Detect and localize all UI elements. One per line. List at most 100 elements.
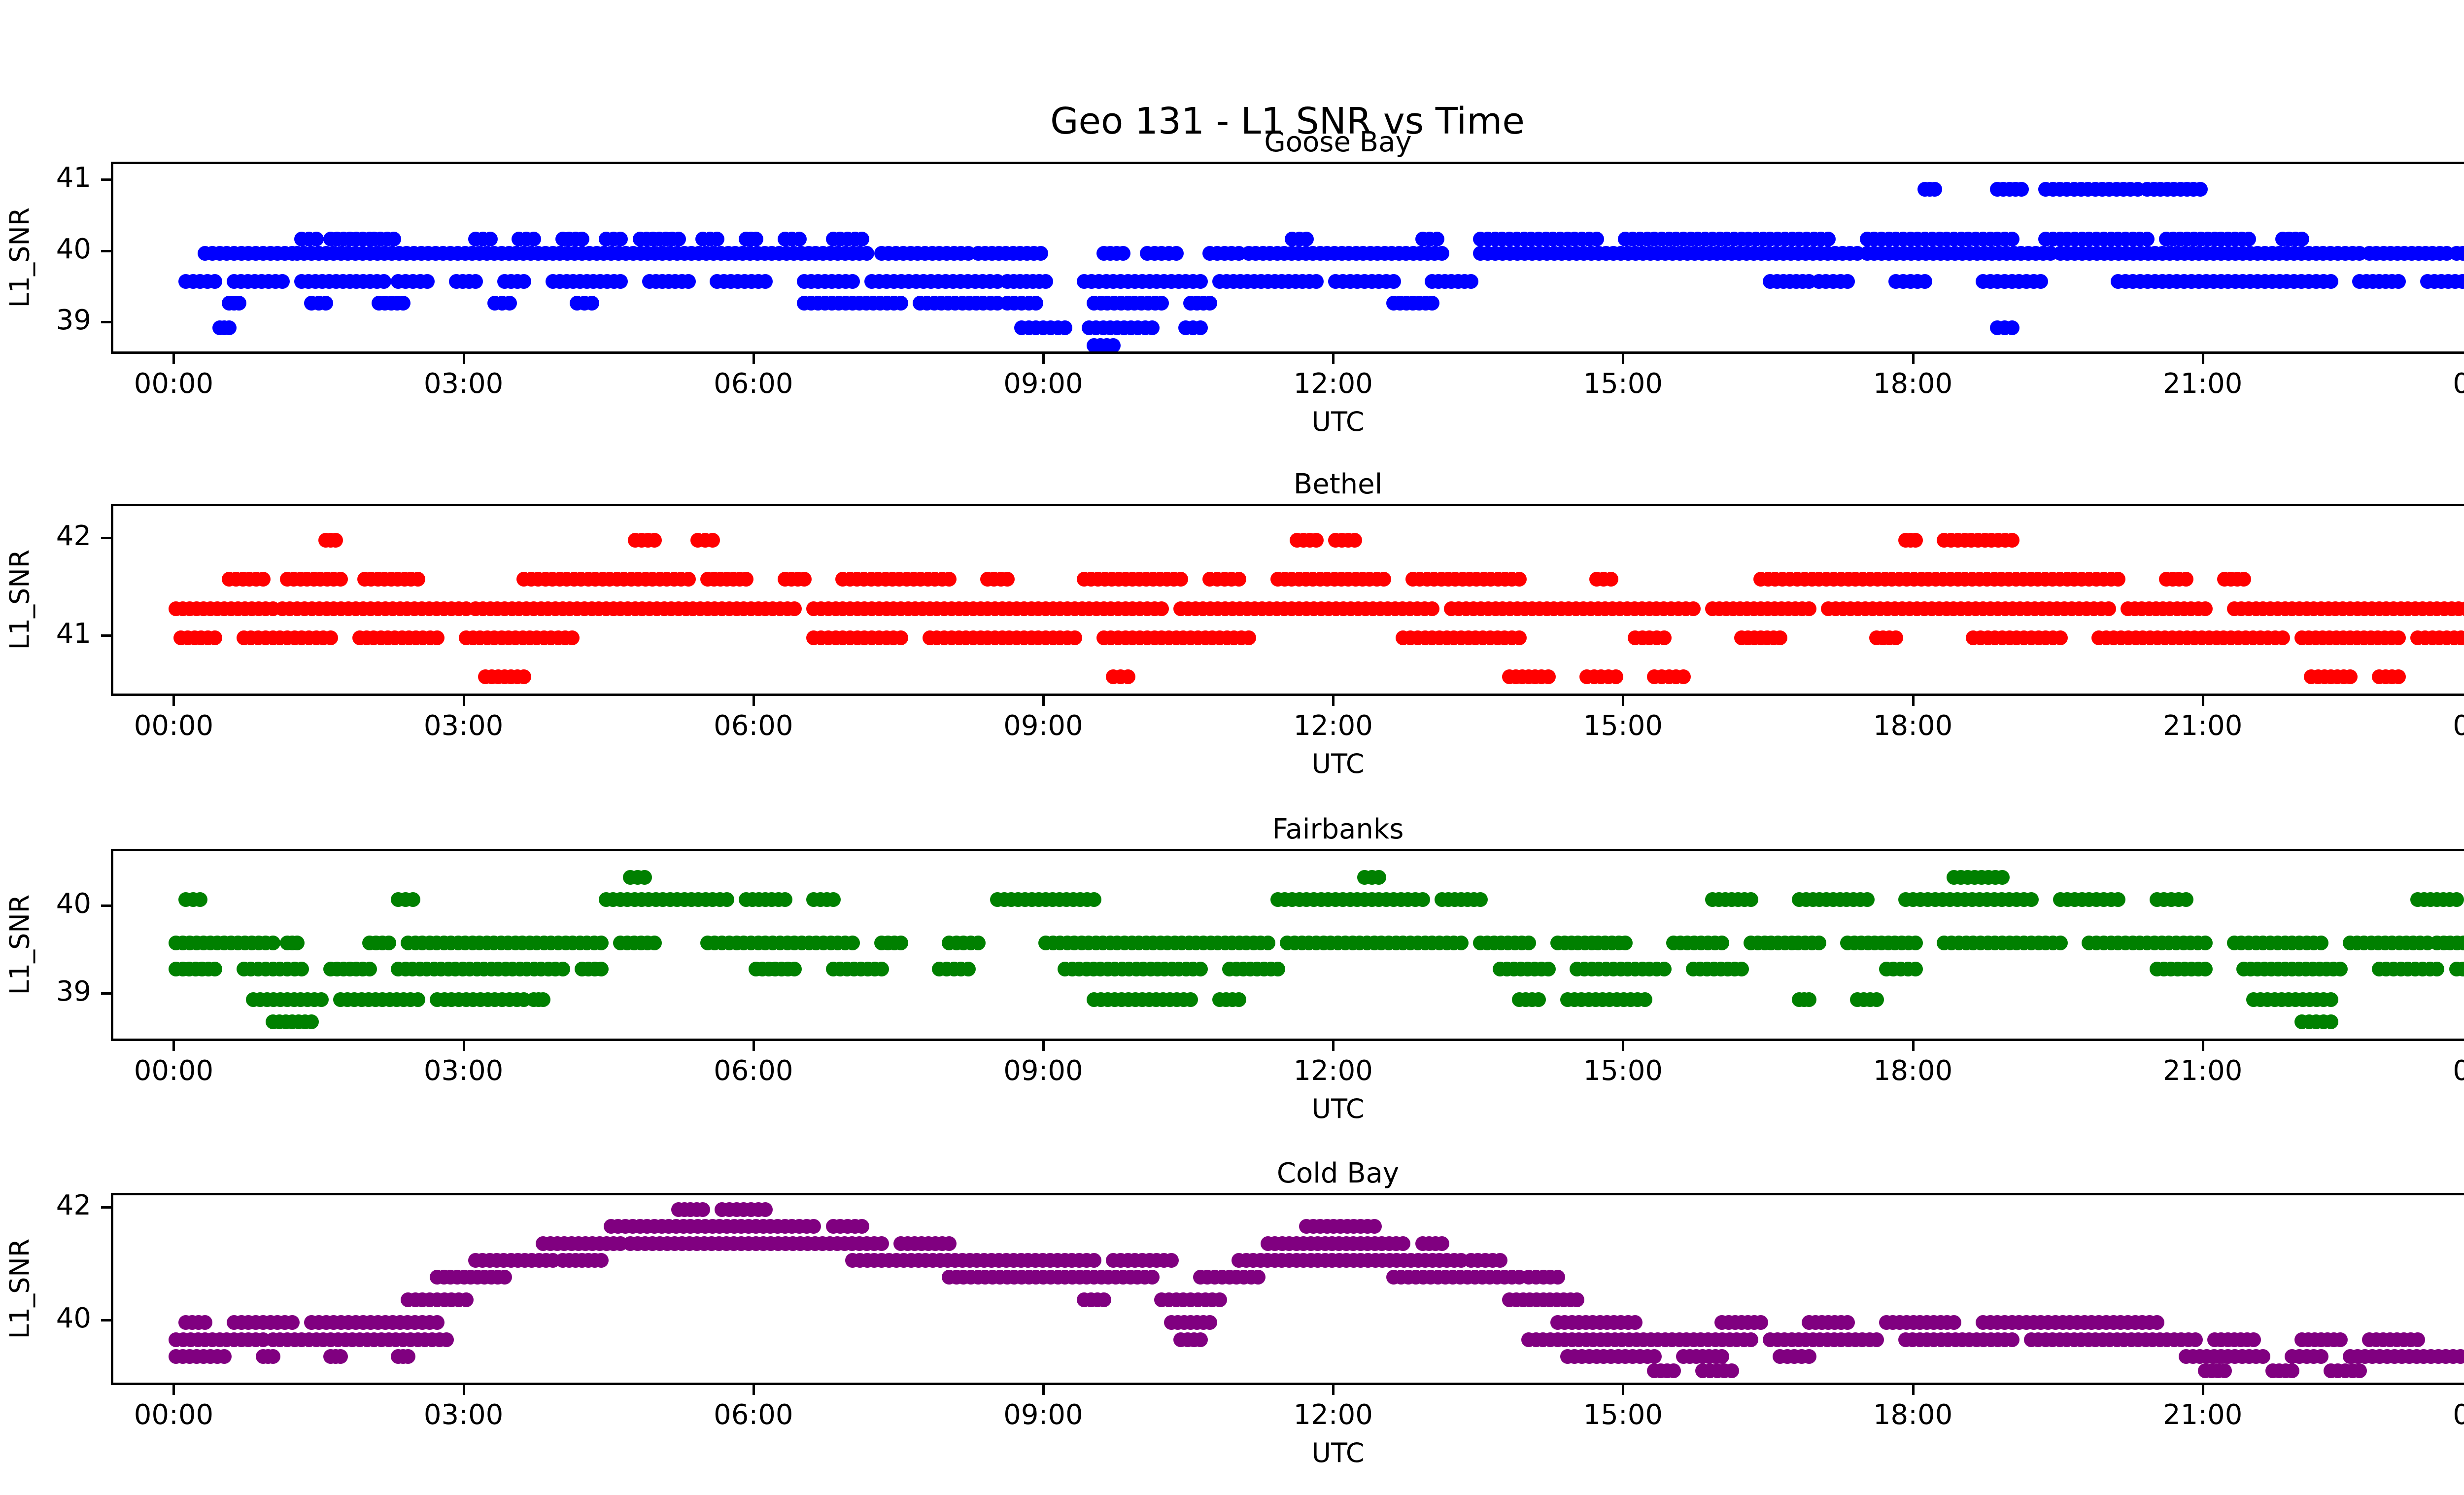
data-point (2149, 1315, 2164, 1330)
data-point (2323, 992, 2338, 1008)
data-point (806, 1219, 821, 1234)
data-point (289, 936, 305, 951)
data-point (1656, 962, 1672, 977)
data-point (2188, 1332, 2203, 1347)
data-point (1550, 1270, 1566, 1285)
data-point (2053, 630, 2068, 646)
data-point (1067, 630, 1082, 646)
data-point (705, 533, 720, 548)
data-point (893, 936, 908, 951)
data-point (584, 295, 599, 311)
data-point (1714, 936, 1730, 951)
data-point (2333, 962, 2348, 977)
plot-area[interactable] (111, 504, 2464, 696)
data-point (1463, 274, 1478, 289)
data-point (458, 1292, 474, 1308)
data-point (1058, 320, 1073, 336)
plot-area[interactable] (111, 849, 2464, 1041)
data-point (1603, 572, 1618, 587)
x-tick-label: 06:00 (714, 1399, 793, 1431)
data-point (526, 231, 541, 246)
data-point (294, 962, 309, 977)
data-point (1173, 572, 1189, 587)
data-point (333, 572, 348, 587)
data-point (2178, 572, 2193, 587)
data-point (1473, 892, 1488, 907)
data-point (2197, 936, 2213, 951)
data-point (2004, 320, 2019, 336)
y-tick-mark (101, 537, 111, 540)
data-point (1232, 992, 1247, 1008)
plot-area[interactable] (111, 162, 2464, 354)
data-point (1425, 601, 1440, 616)
data-point (1193, 1332, 1208, 1347)
x-tick-label: 15:00 (1583, 1399, 1663, 1431)
data-point (405, 892, 420, 907)
data-point (961, 962, 976, 977)
data-point (1202, 295, 1218, 311)
data-point (1947, 1315, 1961, 1330)
data-point (318, 295, 334, 311)
data-point (1637, 992, 1652, 1008)
x-tick-label: 09:00 (1003, 1055, 1083, 1087)
x-tick-mark (752, 696, 755, 706)
data-point (1811, 936, 1826, 951)
data-point (758, 274, 773, 289)
x-tick-label: 18:00 (1873, 1399, 1953, 1431)
data-point (594, 936, 609, 951)
data-point (845, 936, 860, 951)
x-tick-label: 09:00 (1003, 710, 1083, 742)
data-point (681, 274, 696, 289)
data-point (2033, 274, 2049, 289)
data-point (1251, 1270, 1266, 1285)
data-point (313, 992, 329, 1008)
data-point (2192, 181, 2208, 197)
data-point (845, 274, 860, 289)
data-point (1492, 1252, 1507, 1268)
x-tick-mark (1622, 1385, 1625, 1395)
y-tick-label: 40 (56, 888, 91, 920)
x-tick-label: 03:00 (423, 710, 504, 742)
y-tick-label: 41 (56, 618, 91, 650)
data-point (516, 274, 532, 289)
data-point (328, 533, 343, 548)
x-tick-label: 12:00 (1293, 710, 1373, 742)
y-tick-label: 40 (56, 1302, 91, 1335)
data-point (2004, 1332, 2019, 1347)
data-point (275, 274, 290, 289)
data-point (429, 1315, 445, 1330)
data-point (420, 274, 435, 289)
data-point (2323, 274, 2338, 289)
y-tick-mark (101, 1319, 111, 1322)
data-point (308, 231, 324, 246)
data-point (1434, 245, 1449, 261)
data-point (2352, 1363, 2367, 1378)
data-point (1724, 1363, 1740, 1378)
y-tick-mark (101, 992, 111, 995)
plot-area[interactable] (111, 1193, 2464, 1385)
x-tick-mark (2201, 696, 2204, 706)
x-tick-label: 00:00 (2453, 710, 2464, 742)
x-tick-label: 15:00 (1583, 710, 1663, 742)
data-point (555, 962, 570, 977)
x-tick-label: 00:00 (134, 1055, 214, 1087)
data-point (516, 669, 532, 685)
data-point (1430, 231, 1445, 246)
data-point (1028, 295, 1044, 311)
data-point (2053, 936, 2068, 951)
data-point (637, 870, 652, 885)
data-point (1540, 669, 1556, 685)
data-point (796, 572, 812, 587)
data-point (1454, 936, 1469, 951)
data-point (710, 231, 725, 246)
data-point (1087, 1252, 1102, 1268)
data-point (1801, 601, 1816, 616)
data-point (941, 572, 957, 587)
data-point (1241, 630, 1256, 646)
data-point (855, 231, 870, 246)
data-point (1270, 962, 1285, 977)
data-point (1801, 1349, 1816, 1364)
data-point (2004, 231, 2019, 246)
